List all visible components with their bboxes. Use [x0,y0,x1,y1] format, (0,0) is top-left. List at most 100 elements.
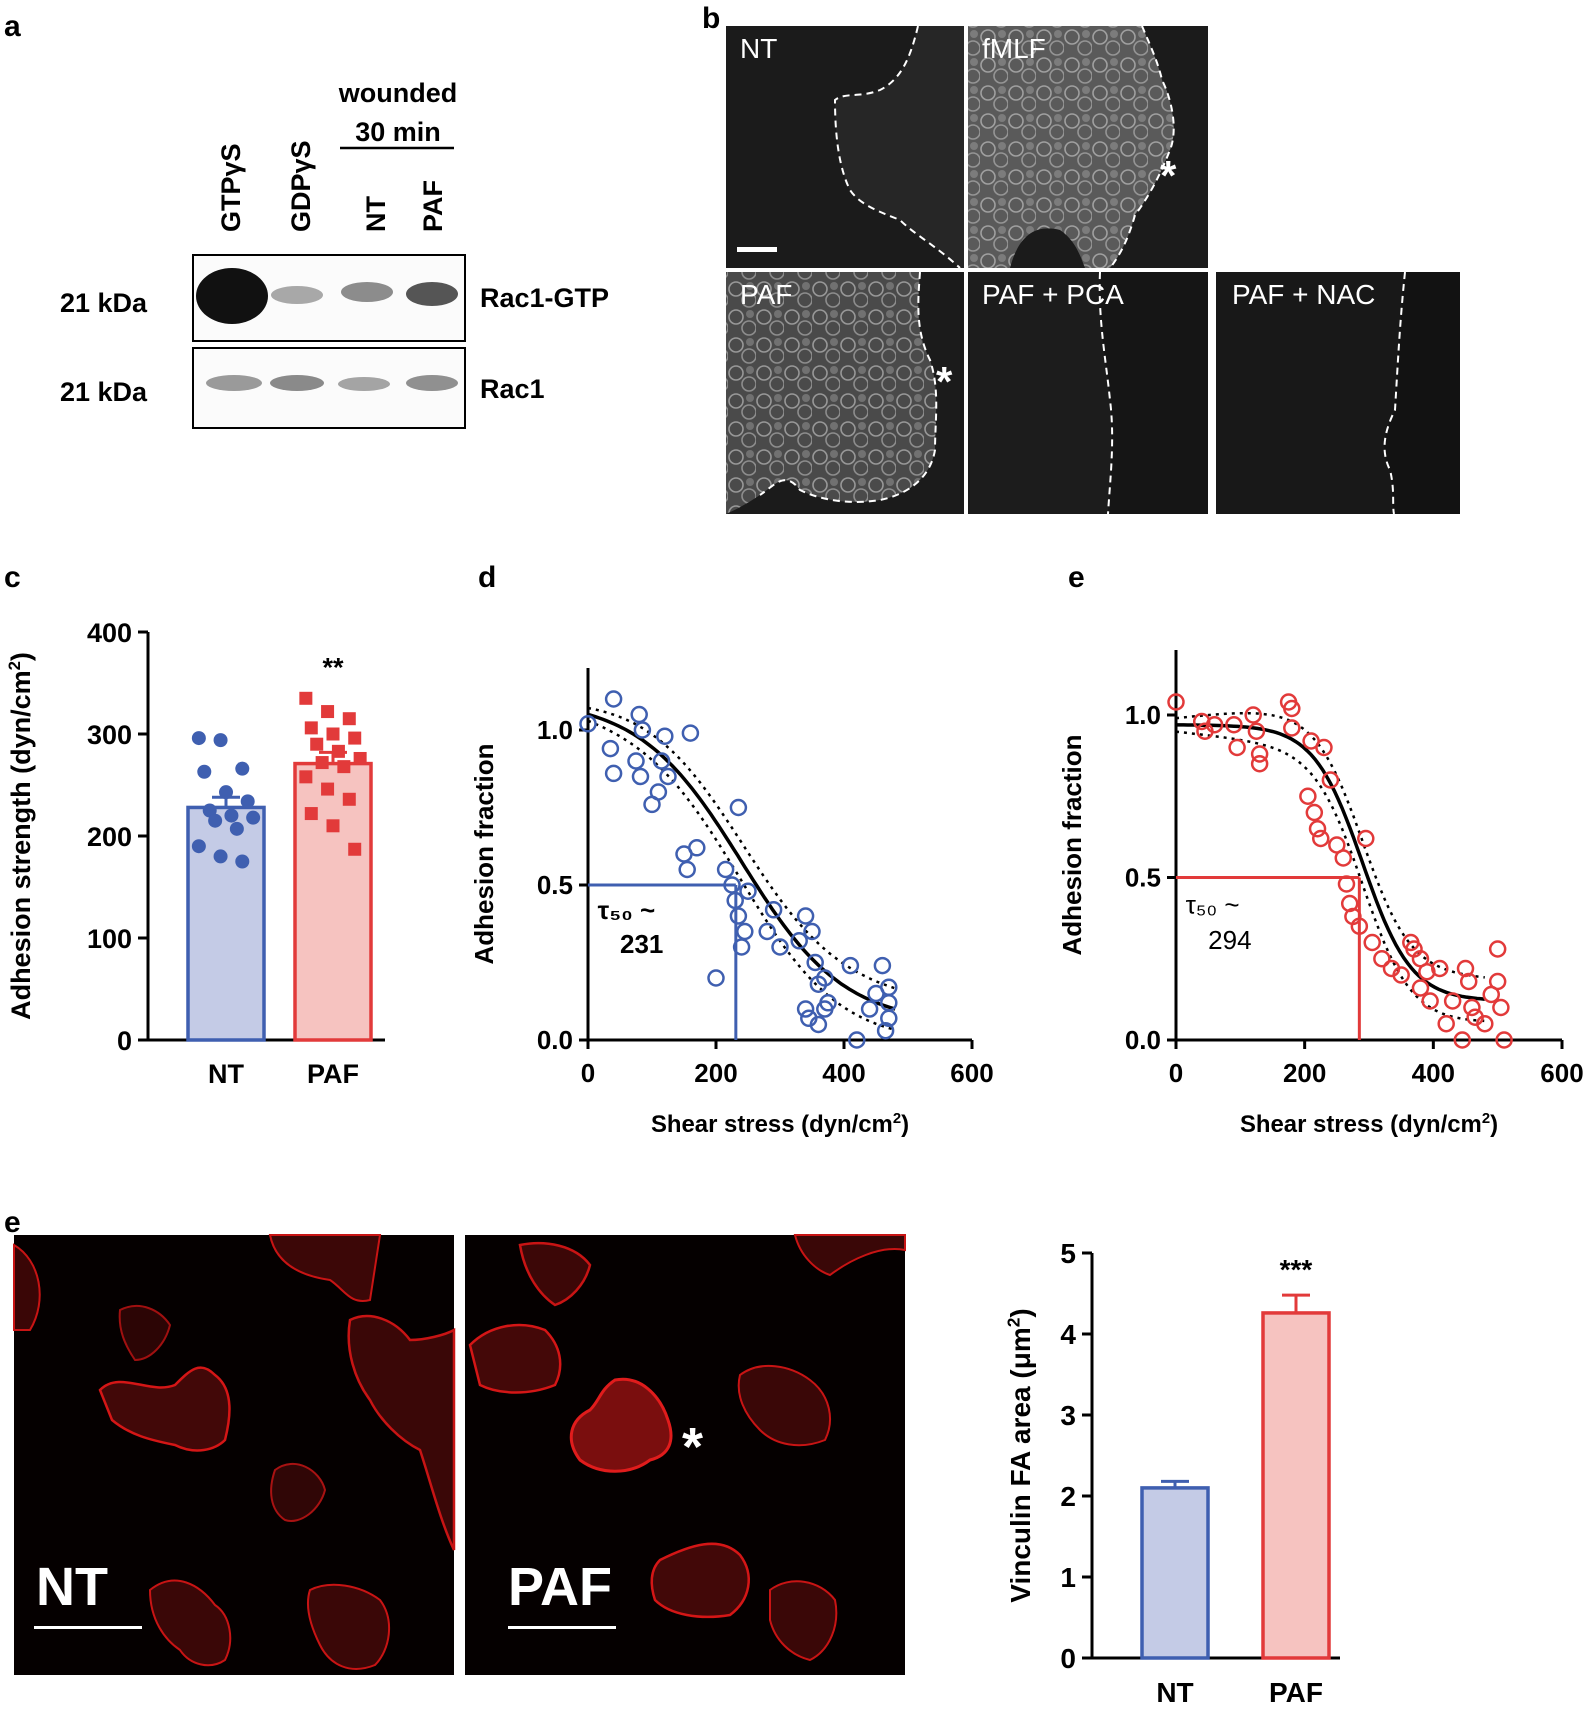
cell [518,1241,592,1307]
x-tick-label: NT [208,1059,244,1089]
data-point [235,761,250,776]
data-point [652,752,671,770]
cell [769,1580,838,1662]
cell [347,1314,456,1551]
tau50-label: τ₅₀ ~ [598,895,656,925]
cell [118,1305,172,1362]
cell [650,1542,750,1619]
y-tick-label: 3 [1060,1400,1076,1431]
band [406,282,458,306]
data-point [816,969,834,987]
wound-edge [1098,271,1114,515]
data-point [229,821,244,836]
data-point [1492,998,1510,1017]
y-tick-label: 0.0 [537,1025,573,1055]
micrograph-label: NT [740,33,777,64]
wound-edge [1109,25,1175,269]
x-tick-label: 200 [1283,1058,1326,1088]
y-tick-label: 4 [1060,1319,1076,1350]
y-tick-label: 0.5 [537,870,573,900]
x-tick-label: 200 [694,1058,737,1088]
data-point [796,1000,815,1018]
data-point [1250,755,1269,773]
significance-marker: *** [1280,1254,1313,1285]
band [271,286,323,304]
data-point [707,969,725,987]
data-point [736,922,754,941]
data-point [1312,829,1330,848]
data-point [348,842,362,856]
data-point [315,756,329,770]
data-point [342,792,356,806]
data-point [1373,950,1391,968]
data-point [1421,992,1439,1010]
cell [98,1366,231,1452]
data-point [191,731,206,746]
band-name: Rac1-GTP [480,283,609,313]
data-point [816,1000,834,1018]
data-point [1283,719,1301,737]
data-point [208,813,223,828]
data-point [841,956,860,975]
data-point [224,808,239,823]
data-point [1488,972,1507,991]
data-point [1225,716,1243,734]
micrographs-e: NT * PAF [13,1234,906,1675]
data-point [803,922,821,941]
data-point [758,922,776,941]
data-point [631,767,650,786]
cell [793,1234,906,1277]
panel-label-d: d [478,561,496,594]
gap-region [1010,228,1085,268]
y-axis-label: Adhesion strength (dyn/cm2) [5,652,36,1020]
data-point [304,721,318,735]
cell [268,1234,382,1302]
data-point [1392,966,1410,984]
tau50-value: 231 [620,929,663,959]
data-point [627,752,645,770]
data-point [1321,771,1340,789]
cell-region [1216,272,1405,514]
data-point [1463,998,1481,1017]
data-point [1443,992,1462,1010]
size-label: 21 kDa [60,288,148,318]
x-tick-label: PAF [307,1059,359,1089]
data-point [1488,940,1507,958]
data-point [643,795,661,814]
data-point [860,1000,879,1018]
data-point [321,782,335,796]
data-point [659,767,677,786]
data-point [729,907,748,925]
data-point [240,794,255,809]
tau50-value: 294 [1208,925,1251,955]
wound-edge [759,271,938,503]
micrograph-label: PAF + PCA [982,279,1124,310]
size-label: 21 kDa [60,377,148,407]
data-point [1244,706,1262,724]
data-point [1459,972,1478,991]
significance-marker: ** [322,652,344,682]
y-tick-label: 1 [1060,1562,1076,1593]
cell [569,1377,673,1473]
band [196,268,268,324]
cell [13,1243,41,1331]
data-point [604,690,623,708]
data-point [304,807,318,821]
scale-bar [508,1626,616,1629]
bar [1140,1486,1210,1660]
data-point [880,978,898,997]
western-blot: wounded 30 min GTPγS GDPγS NT PAF 21 kDa… [60,78,609,429]
data-point [1299,787,1317,805]
x-tick-label: PAF [1269,1677,1323,1708]
cell [270,1463,327,1522]
bar [293,761,373,1042]
lane-label: GDPγS [286,140,316,232]
data-point [848,1031,866,1049]
y-tick-label: 5 [1060,1238,1076,1269]
cell-region [968,272,1113,514]
data-point [806,953,824,972]
y-tick-label: 400 [87,618,132,648]
data-point [771,938,789,956]
micrographs-b: NT fMLF * PAF * PAF + PCA PAF + NAC [726,25,1460,515]
